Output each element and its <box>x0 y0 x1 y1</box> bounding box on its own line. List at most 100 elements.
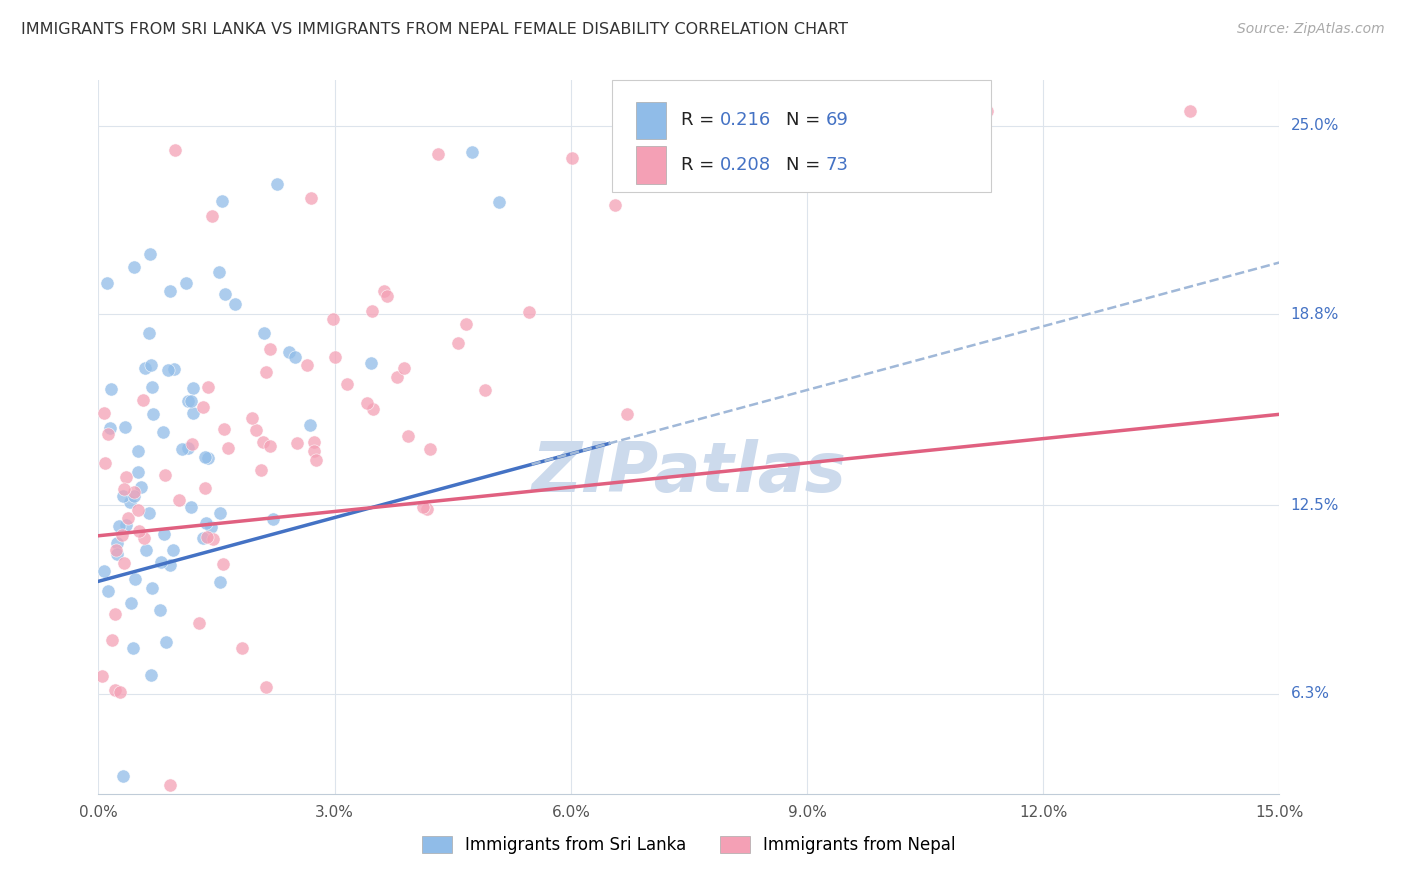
Text: 73: 73 <box>825 156 848 174</box>
Point <box>605 197 627 211</box>
Point <box>474 383 496 397</box>
Point <box>149 603 172 617</box>
Point <box>108 685 131 699</box>
Point <box>111 528 134 542</box>
Point <box>122 485 145 500</box>
Point <box>94 457 117 471</box>
Point <box>392 361 415 376</box>
Text: 0.216: 0.216 <box>720 112 770 129</box>
Point <box>195 516 218 530</box>
Point <box>412 500 434 514</box>
Text: IMMIGRANTS FROM SRI LANKA VS IMMIGRANTS FROM NEPAL FEMALE DISABILITY CORRELATION: IMMIGRANTS FROM SRI LANKA VS IMMIGRANTS … <box>21 22 848 37</box>
Point <box>224 297 246 311</box>
Point <box>322 312 344 326</box>
Point <box>159 285 181 299</box>
Point <box>191 532 214 546</box>
Point <box>208 574 231 589</box>
Point <box>128 524 150 538</box>
Point <box>100 382 122 396</box>
Point <box>104 607 127 621</box>
Point <box>200 520 222 534</box>
Point <box>305 453 328 467</box>
Point <box>96 584 118 599</box>
Point <box>419 442 441 457</box>
Point <box>120 596 142 610</box>
Text: Source: ZipAtlas.com: Source: ZipAtlas.com <box>1237 22 1385 37</box>
Point <box>177 441 200 455</box>
Point <box>254 680 277 694</box>
Point <box>114 420 136 434</box>
Point <box>139 246 162 260</box>
Point <box>262 511 284 525</box>
Point <box>159 778 181 792</box>
Point <box>149 555 172 569</box>
Point <box>209 506 232 520</box>
Point <box>197 450 219 465</box>
Point <box>127 466 149 480</box>
Point <box>180 500 202 514</box>
Point <box>488 195 510 210</box>
Point <box>153 527 176 541</box>
Point <box>302 443 325 458</box>
Point <box>360 303 382 318</box>
Point <box>217 441 239 455</box>
Point <box>93 564 115 578</box>
Point <box>336 376 359 391</box>
Point <box>141 581 163 595</box>
Point <box>356 396 378 410</box>
Point <box>181 437 204 451</box>
Point <box>139 358 162 372</box>
Point <box>266 177 288 191</box>
Point <box>101 633 124 648</box>
Point <box>976 103 998 118</box>
Text: 25.0%: 25.0% <box>1291 119 1339 133</box>
Point <box>163 143 186 157</box>
Point <box>298 417 321 432</box>
Point <box>180 394 202 409</box>
Point <box>259 343 281 357</box>
Point <box>98 421 121 435</box>
Point <box>396 428 419 442</box>
Point <box>112 482 135 496</box>
Point <box>138 507 160 521</box>
Point <box>138 326 160 340</box>
Point <box>105 547 128 561</box>
Point <box>120 495 142 509</box>
Text: ZIPatlas: ZIPatlas <box>531 439 846 507</box>
Point <box>416 502 439 516</box>
Point <box>214 422 236 436</box>
Point <box>114 470 136 484</box>
Point <box>277 345 299 359</box>
Point <box>141 380 163 394</box>
Point <box>174 277 197 291</box>
Point <box>360 356 382 370</box>
Point <box>195 530 218 544</box>
Point <box>197 380 219 394</box>
Point <box>162 542 184 557</box>
Point <box>111 489 134 503</box>
Point <box>142 407 165 421</box>
Point <box>245 423 267 437</box>
Point <box>183 381 205 395</box>
Point <box>191 401 214 415</box>
Point <box>284 350 307 364</box>
Legend: Immigrants from Sri Lanka, Immigrants from Nepal: Immigrants from Sri Lanka, Immigrants fr… <box>415 829 963 861</box>
Point <box>117 511 139 525</box>
Point <box>295 358 318 372</box>
Point <box>375 289 398 303</box>
Point <box>97 426 120 441</box>
Text: 12.5%: 12.5% <box>1291 498 1339 513</box>
Point <box>201 532 224 546</box>
Point <box>454 317 477 331</box>
Text: 69: 69 <box>825 112 848 129</box>
Point <box>107 535 129 549</box>
Point <box>253 326 276 341</box>
Point <box>193 450 215 465</box>
Point <box>361 401 384 416</box>
Point <box>181 406 204 420</box>
Text: R =: R = <box>681 112 720 129</box>
Point <box>127 443 149 458</box>
Text: 6.3%: 6.3% <box>1291 686 1330 701</box>
Point <box>252 434 274 449</box>
Point <box>187 615 209 630</box>
